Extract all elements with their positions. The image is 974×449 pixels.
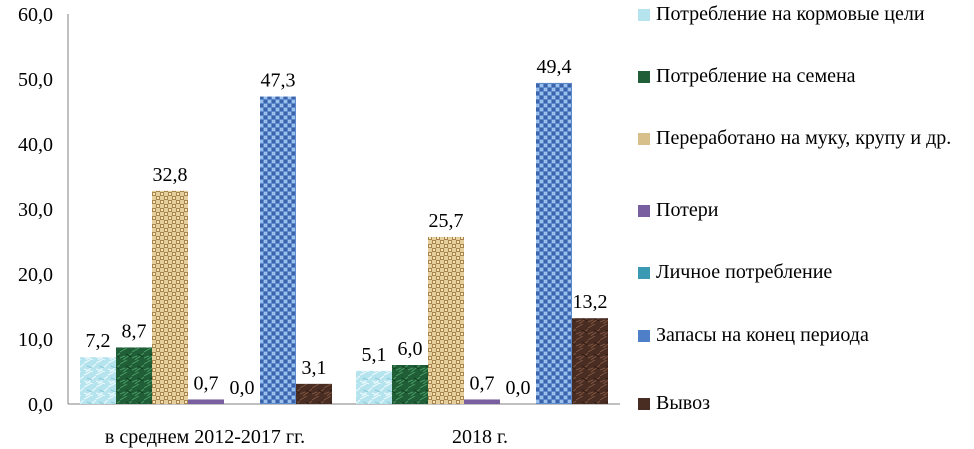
bar <box>116 347 152 404</box>
x-tick-label: в среднем 2012-2017 гг. <box>105 426 305 448</box>
legend-swatch <box>638 398 650 410</box>
legend-swatch <box>638 133 650 145</box>
bar <box>356 370 392 404</box>
bar <box>428 236 464 404</box>
y-tick-label: 30,0 <box>18 199 53 221</box>
data-label: 0,0 <box>230 377 255 399</box>
bar <box>260 96 296 405</box>
legend-label: Запасы на конец периода <box>656 324 869 346</box>
legend-label: Потребление на кормовые цели <box>656 3 925 25</box>
legend-swatch <box>638 9 650 21</box>
legend-swatch <box>638 330 650 342</box>
data-label: 0,7 <box>194 372 219 394</box>
y-tick-label: 0,0 <box>28 394 53 416</box>
bar <box>188 399 224 404</box>
legend-swatch <box>638 71 650 83</box>
data-label: 13,2 <box>573 291 608 313</box>
bar <box>296 383 332 404</box>
bar <box>464 399 500 404</box>
data-label: 25,7 <box>429 210 464 232</box>
bar <box>152 190 188 404</box>
data-label: 7,2 <box>86 330 111 352</box>
y-tick-label: 40,0 <box>18 134 53 156</box>
data-label: 8,7 <box>122 320 147 342</box>
y-tick-label: 20,0 <box>18 264 53 286</box>
bar-chart: 0,0 10,0 20,0 30,0 40,0 50,0 60,0 7,2 5,1 8,7 6,0… <box>18 4 620 448</box>
data-label: 47,3 <box>261 70 296 92</box>
y-tick-label: 10,0 <box>18 329 53 351</box>
data-label: 0,7 <box>470 372 495 394</box>
data-label: 5,1 <box>362 344 387 366</box>
x-tick-label: 2018 г. <box>452 426 508 448</box>
legend-label: Вывоз <box>656 392 710 414</box>
legend-label: Потребление на семена <box>656 65 856 87</box>
data-label: 6,0 <box>398 338 423 360</box>
bar <box>392 365 428 404</box>
data-label: 0,0 <box>506 377 531 399</box>
data-label: 49,4 <box>537 56 572 78</box>
y-tick-label: 50,0 <box>18 69 53 91</box>
data-label: 3,1 <box>302 357 327 379</box>
bar <box>536 82 572 405</box>
data-label: 32,8 <box>153 164 188 186</box>
legend-swatch <box>638 205 650 217</box>
bar <box>572 318 608 404</box>
legend-label: Личное потребление <box>656 261 833 283</box>
bar <box>80 357 116 404</box>
legend-swatch <box>638 267 650 279</box>
legend-label: Потери <box>656 199 719 221</box>
legend-label: Переработано на муку, крупу и др. <box>656 127 952 149</box>
y-tick-label: 60,0 <box>18 4 53 26</box>
